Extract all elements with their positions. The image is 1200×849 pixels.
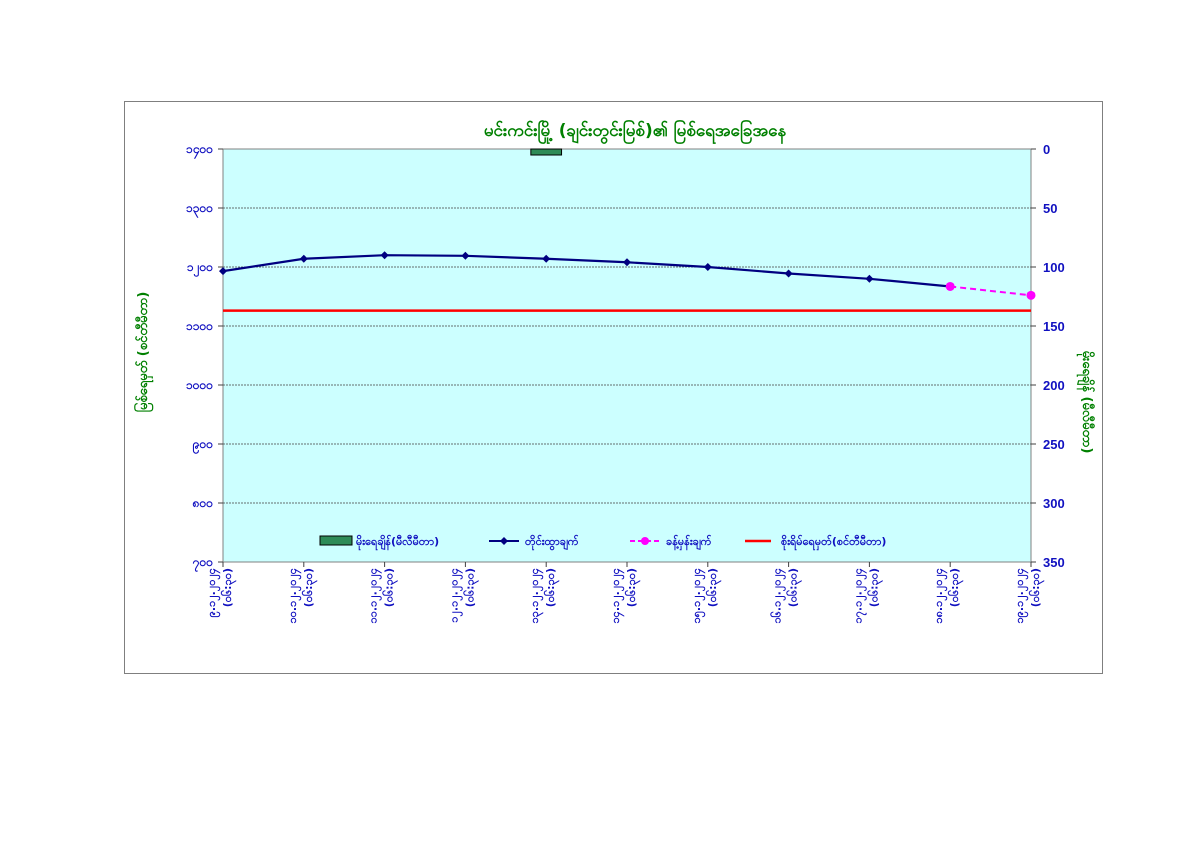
x-tick-date: ၁၉.၁၂.၂၀၂၄ — [1013, 568, 1029, 624]
x-tick-time: (၀၆:၃၀) — [221, 568, 237, 607]
x-tick-time: (၀၆:၃၀) — [544, 568, 560, 607]
x-tick-label: ၁၇.၁၂.၂၀၂၄ (၀၆:၃၀) — [851, 568, 883, 624]
x-tick-time: (၀၆:၃၀) — [867, 568, 883, 607]
observed-point — [219, 267, 227, 276]
axes: ၇၀၀ ၈၀၀ ၉၀၀ ၁၀၀၀ ၁၁၀၀ ၁၂၀၀ ၁၃၀၀ ၁၄၀၀ 0 50 100 150 20… — [186, 142, 1065, 624]
y-right-tick-label: 0 — [1043, 142, 1050, 157]
x-tick-date: ၁၂.၁၂.၂၀၂၄ — [447, 568, 463, 623]
x-tick-label: ၁၈.၁၂.၂၀၂၄ (၀၆:၃၀) — [932, 568, 964, 624]
x-tick-date: ၁၄.၁၂.၂၀၂၄ — [609, 568, 625, 624]
chart-frame: ၇၀၀ ၈၀၀ ၉၀၀ ၁၀၀၀ ၁၁၀၀ ၁၂၀၀ ၁၃၀၀ ၁၄၀၀ 0 50 100 150 20… — [124, 101, 1103, 674]
x-tick-date: ၉.၁၂.၂၀၂၄ — [205, 568, 221, 617]
x-tick-label: ၁၁.၁၂.၂၀၂၄ (၀၆:၃၀) — [367, 568, 399, 624]
rainfall-bars — [530, 148, 563, 156]
x-tick-date: ၁၅.၁၂.၂၀၂၄ — [690, 568, 706, 624]
y-right-tick-label: 100 — [1043, 260, 1065, 275]
observed-point — [299, 254, 308, 263]
x-tick-label: ၉.၁၂.၂၀၂၄ (၀၆:၃၀) — [205, 568, 237, 617]
observed-point — [380, 251, 389, 260]
y-right-tick-label: 150 — [1043, 319, 1065, 334]
forecast-line — [950, 285, 1032, 297]
x-tick-label: ၁၀.၁၂.၂၀၂၄ (၀၆:၃၀) — [286, 568, 318, 624]
forecast-point — [1026, 290, 1036, 300]
legend-forecast-label: ခန့်မှန်းချက် — [666, 534, 712, 551]
y-right-tick-label: 250 — [1043, 437, 1065, 452]
y-right-tick-label: 50 — [1043, 201, 1057, 216]
x-tick-date: ၁၇.၁၂.၂၀၂၄ — [851, 568, 867, 624]
observed-point — [461, 251, 470, 260]
y-left-tick-label: ၈၀၀ — [192, 496, 214, 510]
observed-point — [784, 269, 793, 278]
x-tick-time: (၀၆:၃၀) — [463, 568, 479, 607]
x-tick-time: (၀၆:၃၀) — [302, 568, 318, 607]
rainfall-bar — [530, 148, 563, 156]
y-left-tick-label: ၁၄၀၀ — [186, 142, 213, 160]
legend-rainfall-label: မိုးရေချိန်(မီလီမီတာ) — [356, 534, 439, 551]
plot-area — [222, 148, 1032, 563]
x-tick-time: (၀၆:၃၀) — [706, 568, 722, 607]
legend-swatch-marker — [641, 537, 649, 545]
y-axis-right-label: မိုးရေချိန် (မီလီမီတာ) — [1076, 351, 1096, 454]
x-tick-label: ၁၉.၁၂.၂၀၂၄ (၀၆:၃၀) — [1013, 568, 1045, 624]
x-tick-time: (၀၆:၃၀) — [787, 568, 803, 607]
y-left-tick-label: ၇၀၀ — [192, 555, 214, 573]
y-right-tick-label: 300 — [1043, 496, 1065, 511]
legend-observed-label: တိုင်းထွာချက် — [525, 534, 579, 551]
legend-swatch-bar — [319, 535, 353, 546]
x-tick-label: ၁၄.၁၂.၂၀၂၄ (၀၆:၃၀) — [609, 568, 641, 624]
forecast-point — [945, 281, 955, 291]
y-left-tick-label: ၁၁၀၀ — [186, 319, 213, 333]
legend: မိုးရေချိန်(မီလီမီတာ) တိုင်းထွာချက် ခန့်မှ… — [319, 534, 886, 551]
y-right-tick-label: 200 — [1043, 378, 1065, 393]
observed-point — [623, 258, 631, 267]
x-tick-date: ၁၀.၁၂.၂၀၂၄ — [286, 568, 302, 624]
observed-point — [865, 274, 874, 283]
x-tick-label: ၁၃.၁၂.၂၀၂၄ (၀၆:၃၀) — [528, 568, 560, 624]
y-axis-left-label: မြစ်ရေမှတ် (စင်တီမီတာ) — [133, 292, 154, 413]
observed-point — [703, 263, 712, 271]
chart-svg: ၇၀၀ ၈၀၀ ၉၀၀ ၁၀၀၀ ၁၁၀၀ ၁၂၀၀ ၁၃၀၀ ၁၄၀၀ 0 50 100 150 20… — [133, 118, 1096, 624]
legend-danger-label: စိုးရိမ်ရေမှတ်(စင်တီမီတာ) — [781, 534, 886, 551]
x-tick-date: ၁၈.၁၂.၂၀၂၄ — [932, 568, 948, 624]
observed-line — [222, 254, 951, 288]
y-right-tick-label: 350 — [1043, 555, 1065, 570]
x-tick-date: ၁၆.၁၂.၂၀၂၄ — [771, 568, 787, 624]
x-tick-label: ၁၆.၁၂.၂၀၂၄ (၀၆:၃၀) — [771, 568, 803, 624]
y-left-tick-label: ၁၃၀၀ — [186, 201, 213, 219]
x-tick-label: ၁၂.၁၂.၂၀၂၄ (၀၆:၃၀) — [447, 568, 479, 623]
x-tick-label: ၁၅.၁၂.၂၀၂၄ (၀၆:၃၀) — [690, 568, 722, 624]
grid-lines — [223, 207, 1031, 504]
legend-swatch-marker — [500, 537, 508, 545]
x-tick-time: (၀၆:၃၀) — [625, 568, 641, 607]
y-left-tick-label: ၉၀၀ — [192, 437, 214, 455]
y-left-tick-label: ၁၂၀၀ — [187, 260, 213, 278]
chart-title: မင်းကင်းမြို့ (ချင်းတွင်းမြစ်)၏ မြစ်ရေအခ… — [484, 118, 787, 145]
x-tick-date: ၁၁.၁၂.၂၀၂၄ — [367, 568, 383, 624]
x-tick-time: (၀၆:၃၀) — [948, 568, 964, 607]
x-tick-time: (၀၆:၃၀) — [383, 568, 399, 607]
x-tick-time: (၀၆:၃၀) — [1029, 568, 1045, 607]
x-tick-date: ၁၃.၁၂.၂၀၂၄ — [528, 568, 544, 624]
y-left-tick-label: ၁၀၀၀ — [186, 378, 213, 392]
